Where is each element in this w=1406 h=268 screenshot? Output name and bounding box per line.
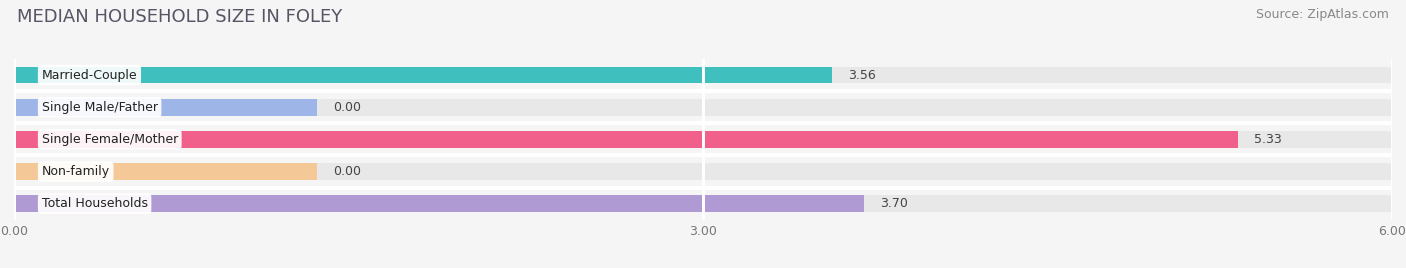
Text: Single Female/Mother: Single Female/Mother [42,133,179,146]
Bar [14,163,1392,180]
Bar [14,67,831,83]
Text: Total Households: Total Households [42,197,148,210]
Text: Non-family: Non-family [42,165,110,178]
Text: Single Male/Father: Single Male/Father [42,101,157,114]
Text: 0.00: 0.00 [333,165,361,178]
Bar [14,99,1392,116]
Bar [14,195,1392,212]
Bar [14,131,1392,148]
Text: 5.33: 5.33 [1254,133,1282,146]
Text: Source: ZipAtlas.com: Source: ZipAtlas.com [1256,8,1389,21]
Bar [14,99,318,116]
Bar [14,131,1239,148]
Text: Married-Couple: Married-Couple [42,69,138,81]
Bar [14,67,1392,83]
Text: 0.00: 0.00 [333,101,361,114]
Bar [14,163,318,180]
Text: 3.70: 3.70 [880,197,908,210]
Text: MEDIAN HOUSEHOLD SIZE IN FOLEY: MEDIAN HOUSEHOLD SIZE IN FOLEY [17,8,342,26]
Text: 3.56: 3.56 [848,69,876,81]
Bar [14,195,863,212]
